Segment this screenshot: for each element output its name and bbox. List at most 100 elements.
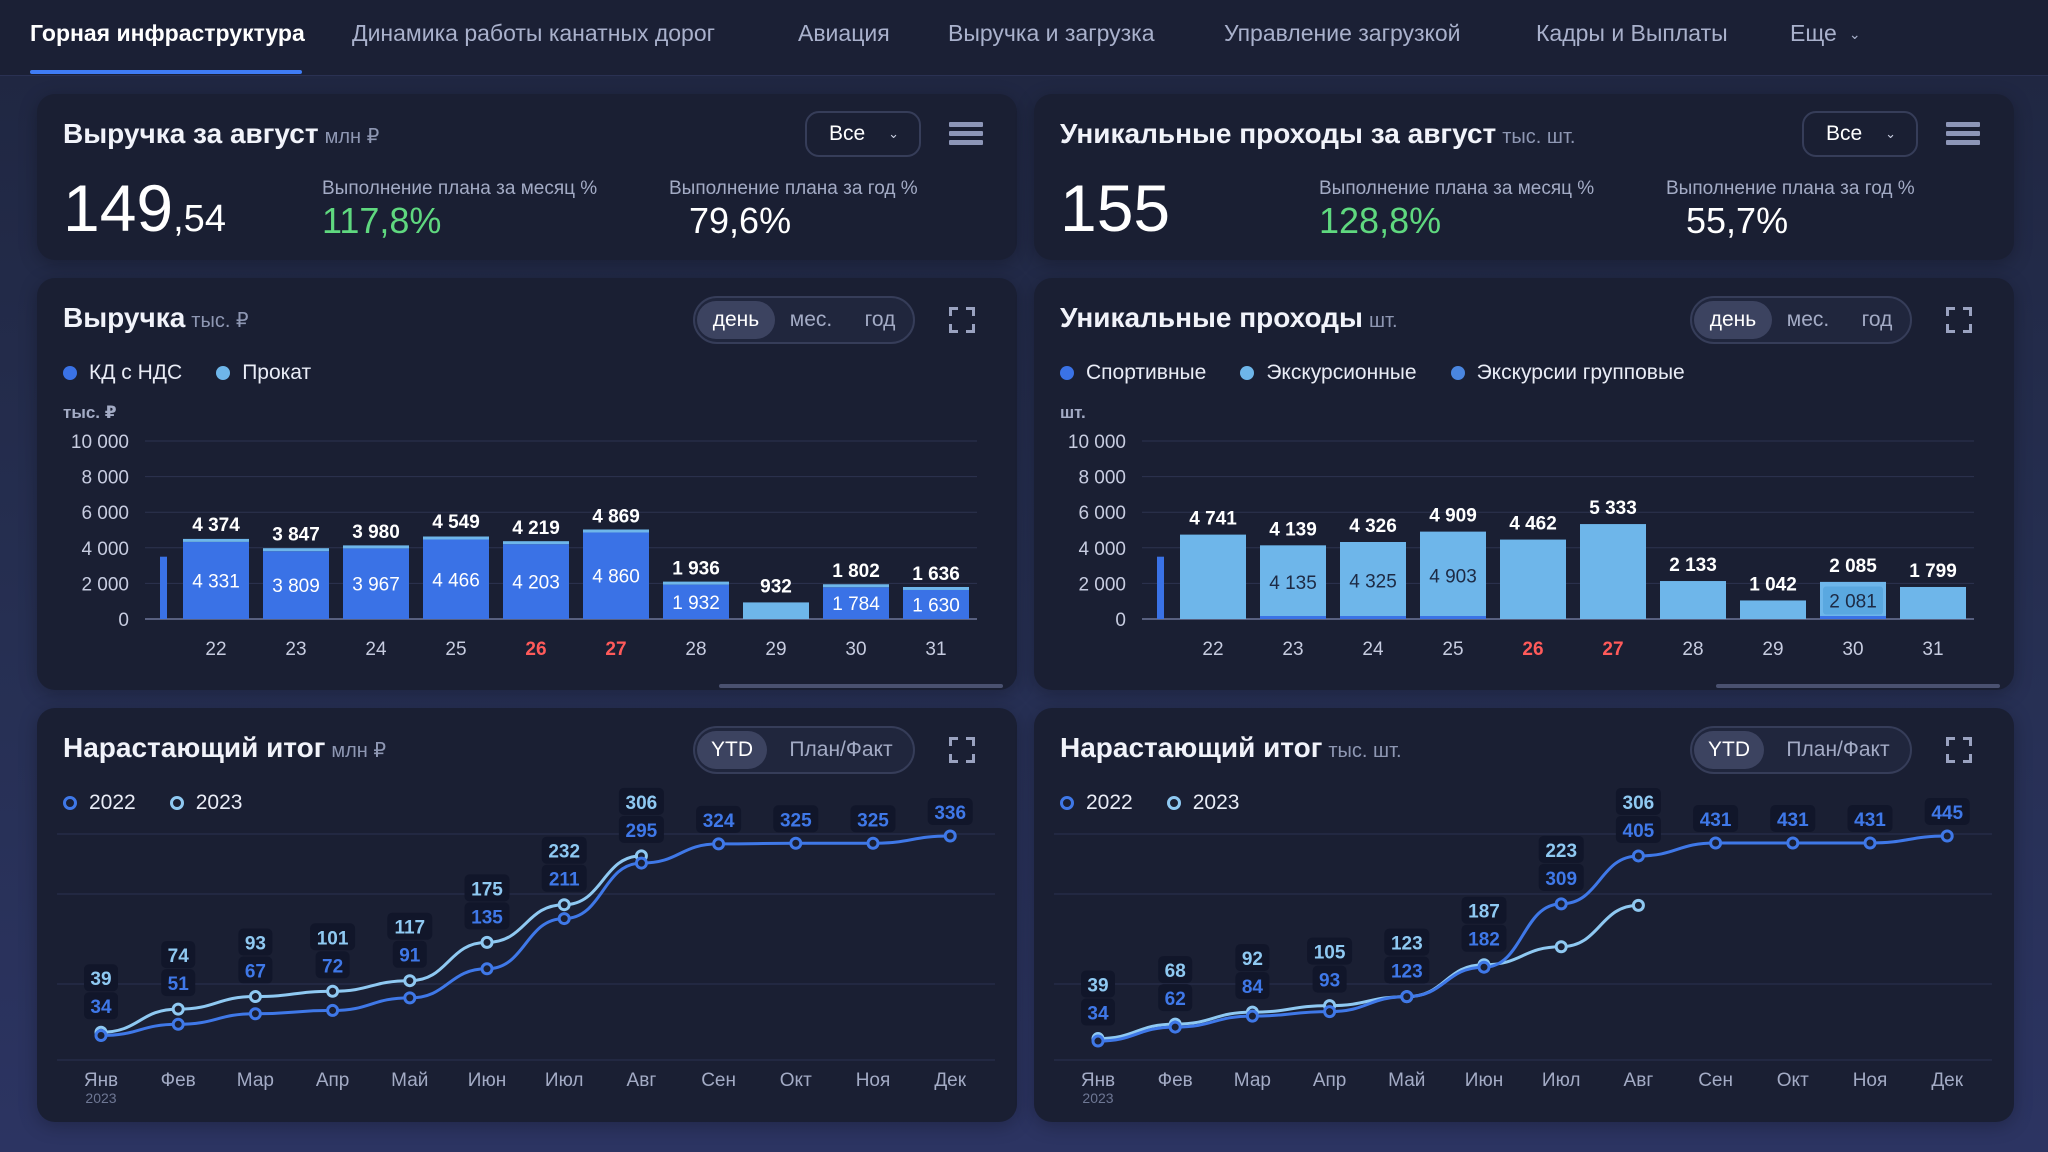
revenue-kpi-value: 149,54 [63,170,226,246]
period-year-button[interactable]: год [864,308,896,331]
legend-label: КД с НДС [89,361,183,384]
bar-Спортивные [1180,534,1246,619]
legend-item[interactable]: Экскурсионные [1240,361,1417,385]
mode-ytd-button[interactable]: YTD [1694,731,1764,769]
point-2022 [403,991,417,1005]
value-label-2023-bg [1158,956,1193,984]
x-tick-label: 24 [365,639,387,660]
expand-icon[interactable] [949,737,975,763]
bar-КД с НДС [423,539,489,619]
bar-Экскурсионные [1340,616,1406,619]
tab-staff-payments[interactable]: Кадры и Выплаты [1536,20,1728,46]
bar-total-label: 932 [760,576,792,597]
bar-total-label: 4 326 [1349,516,1397,537]
period-month-button[interactable]: мес. [1786,308,1830,331]
bar-inner-label: 4 903 [1429,566,1477,587]
period-year-button[interactable]: год [1861,308,1893,331]
value-label-2022-bg [392,940,427,968]
point-2022 [1168,1020,1182,1034]
tab-cable-cars[interactable]: Динамика работы канатных дорог [352,20,716,46]
bar-Прокат [663,581,729,585]
point-2022 [1940,829,1954,843]
table-view-icon[interactable] [1946,122,1980,146]
legend-swatch [1240,366,1255,380]
value-label-2022: 62 [1165,989,1186,1010]
value-label-2022-bg [238,956,273,984]
tab-load-management[interactable]: Управление загрузкой [1224,20,1461,46]
y-tick-label: 0 [1115,610,1126,631]
tab-revenue-load[interactable]: Выручка и загрузка [948,20,1155,46]
expand-icon[interactable] [1946,737,1972,763]
x-tick-label: Апр [316,1070,350,1091]
value-label-2022: 325 [780,810,812,831]
passes-kpi-value: 155 [1060,171,1171,245]
passes-cumulative-title: Нарастающий итог тыс. шт. [1060,732,1402,764]
bar-Спортивные [1580,524,1646,619]
revenue-plan-year-value: 79,6% [689,200,792,241]
bar-total-label: 4 139 [1269,519,1317,540]
chart-scrollbar[interactable] [1716,684,2000,688]
value-label-2022: 211 [549,870,580,891]
legend-item[interactable]: 2022 [63,791,136,815]
bar-КД с НДС [503,544,569,619]
x-tick-label: 22 [205,639,226,660]
legend-swatch [169,796,184,810]
mode-plan-fact-button[interactable]: План/Факт [1786,738,1890,761]
mode-plan-fact-button[interactable]: План/Факт [789,738,893,761]
bar-inner-label: 4 860 [592,567,640,588]
x-tick-label: Июн [1465,1070,1503,1091]
tab-more[interactable]: Еще ⌄ [1790,20,1861,47]
period-day-button[interactable]: день [697,301,775,339]
tab-aviation[interactable]: Авиация [798,20,890,46]
period-month-button[interactable]: мес. [789,308,833,331]
value-label-2023: 74 [168,946,190,967]
legend-item[interactable]: 2022 [1060,791,1133,815]
passes-plan-month-value: 128,8% [1319,200,1442,241]
point-2023 [1631,898,1645,912]
value-label-2022: 84 [1242,977,1264,998]
value-label-2022: 324 [703,811,735,832]
legend-item[interactable]: 2023 [1166,791,1239,815]
point-2022 [94,1029,108,1043]
point-2022 [1631,849,1645,863]
revenue-cumulative-title: Нарастающий итог млн ₽ [63,732,386,764]
value-label-2023-bg [1235,944,1270,972]
legend-item[interactable]: КД с НДС [63,361,182,385]
legend-item[interactable]: Спортивные [1060,361,1206,385]
expand-icon[interactable] [1946,307,1972,333]
chevron-down-icon: ⌄ [1848,26,1861,42]
expand-icon[interactable] [949,307,975,333]
point-2023 [557,898,571,912]
value-label-2022: 309 [1545,869,1577,890]
bar-total-label: 4 462 [1509,514,1557,535]
x-tick-label: 23 [285,639,306,660]
value-label-2022: 431 [1777,810,1809,831]
x-tick-label: 23 [1282,639,1303,660]
mode-ytd-button[interactable]: YTD [697,731,767,769]
chevron-down-icon: ⌄ [888,126,899,141]
value-label-2022: 295 [626,821,658,842]
revenue-filter-dropdown[interactable]: Все ⌄ [805,111,921,157]
inner-label-bg [1823,586,1883,615]
bar-Прокат [423,536,489,540]
table-view-icon[interactable] [949,122,983,146]
legend-item[interactable]: Экскурсии групповые [1450,361,1685,385]
value-label-2023-bg [387,912,433,940]
point-2022 [789,836,803,850]
period-day-button[interactable]: день [1694,301,1772,339]
x-tick-label: 28 [685,639,706,660]
passes-daily-title-text: Уникальные проходы [1060,302,1363,333]
passes-filter-dropdown[interactable]: Все ⌄ [1802,111,1918,157]
tab-mountain-infrastructure[interactable]: Горная инфраструктура [30,20,305,46]
y-tick-label: 10 000 [71,432,129,453]
y-axis-unit: шт. [1060,403,1086,422]
legend-item[interactable]: 2023 [169,791,242,815]
bar-Спортивные [1260,545,1326,619]
value-label-2022-bg [1235,972,1270,1000]
x-tick-label: Окт [1777,1070,1809,1091]
value-label-2023-bg [1461,896,1507,924]
point-2022 [1477,960,1491,974]
x-tick-label: 26 [525,639,546,660]
chart-scrollbar[interactable] [719,684,1003,688]
legend-item[interactable]: Прокат [216,361,311,385]
